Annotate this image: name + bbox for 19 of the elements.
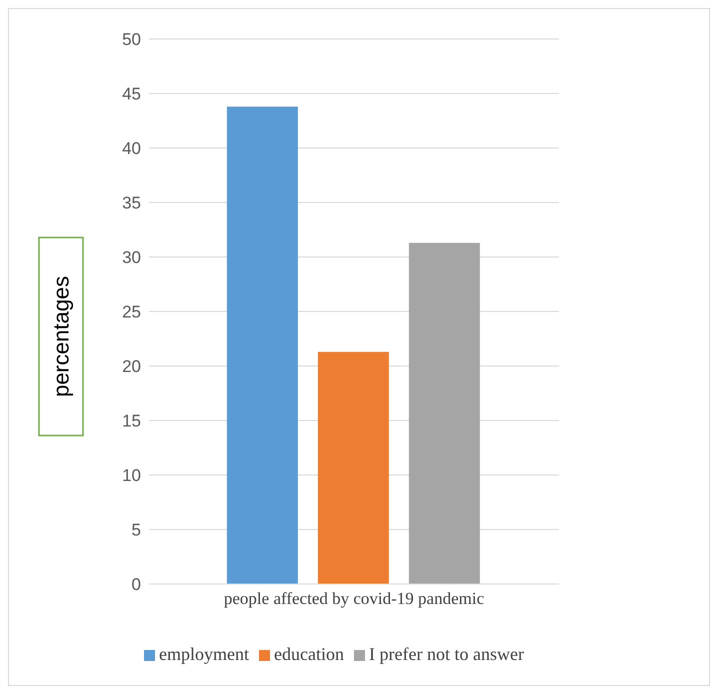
y-tick-label: 15 bbox=[122, 412, 141, 431]
y-tick-label: 5 bbox=[132, 520, 141, 540]
y-tick-label: 0 bbox=[132, 575, 141, 594]
legend-label: education bbox=[274, 644, 344, 664]
y-tick-label: 10 bbox=[122, 466, 141, 486]
y-axis-title: percentages bbox=[48, 276, 74, 398]
y-tick-label: 25 bbox=[122, 302, 141, 322]
bar bbox=[408, 242, 480, 584]
legend-label: employment bbox=[159, 644, 250, 664]
y-tick-label: 30 bbox=[122, 248, 141, 268]
y-tick-label: 45 bbox=[122, 84, 141, 104]
bar bbox=[318, 352, 389, 584]
y-tick-label: 40 bbox=[122, 139, 141, 158]
legend-label: I prefer not to answer bbox=[369, 644, 524, 664]
y-tick-label: 20 bbox=[122, 357, 141, 376]
bar bbox=[226, 106, 298, 584]
y-tick-label: 35 bbox=[122, 194, 141, 213]
x-tick-label: people affected by covid-19 pandemic bbox=[224, 589, 485, 608]
y-tick-label: 50 bbox=[122, 30, 141, 50]
